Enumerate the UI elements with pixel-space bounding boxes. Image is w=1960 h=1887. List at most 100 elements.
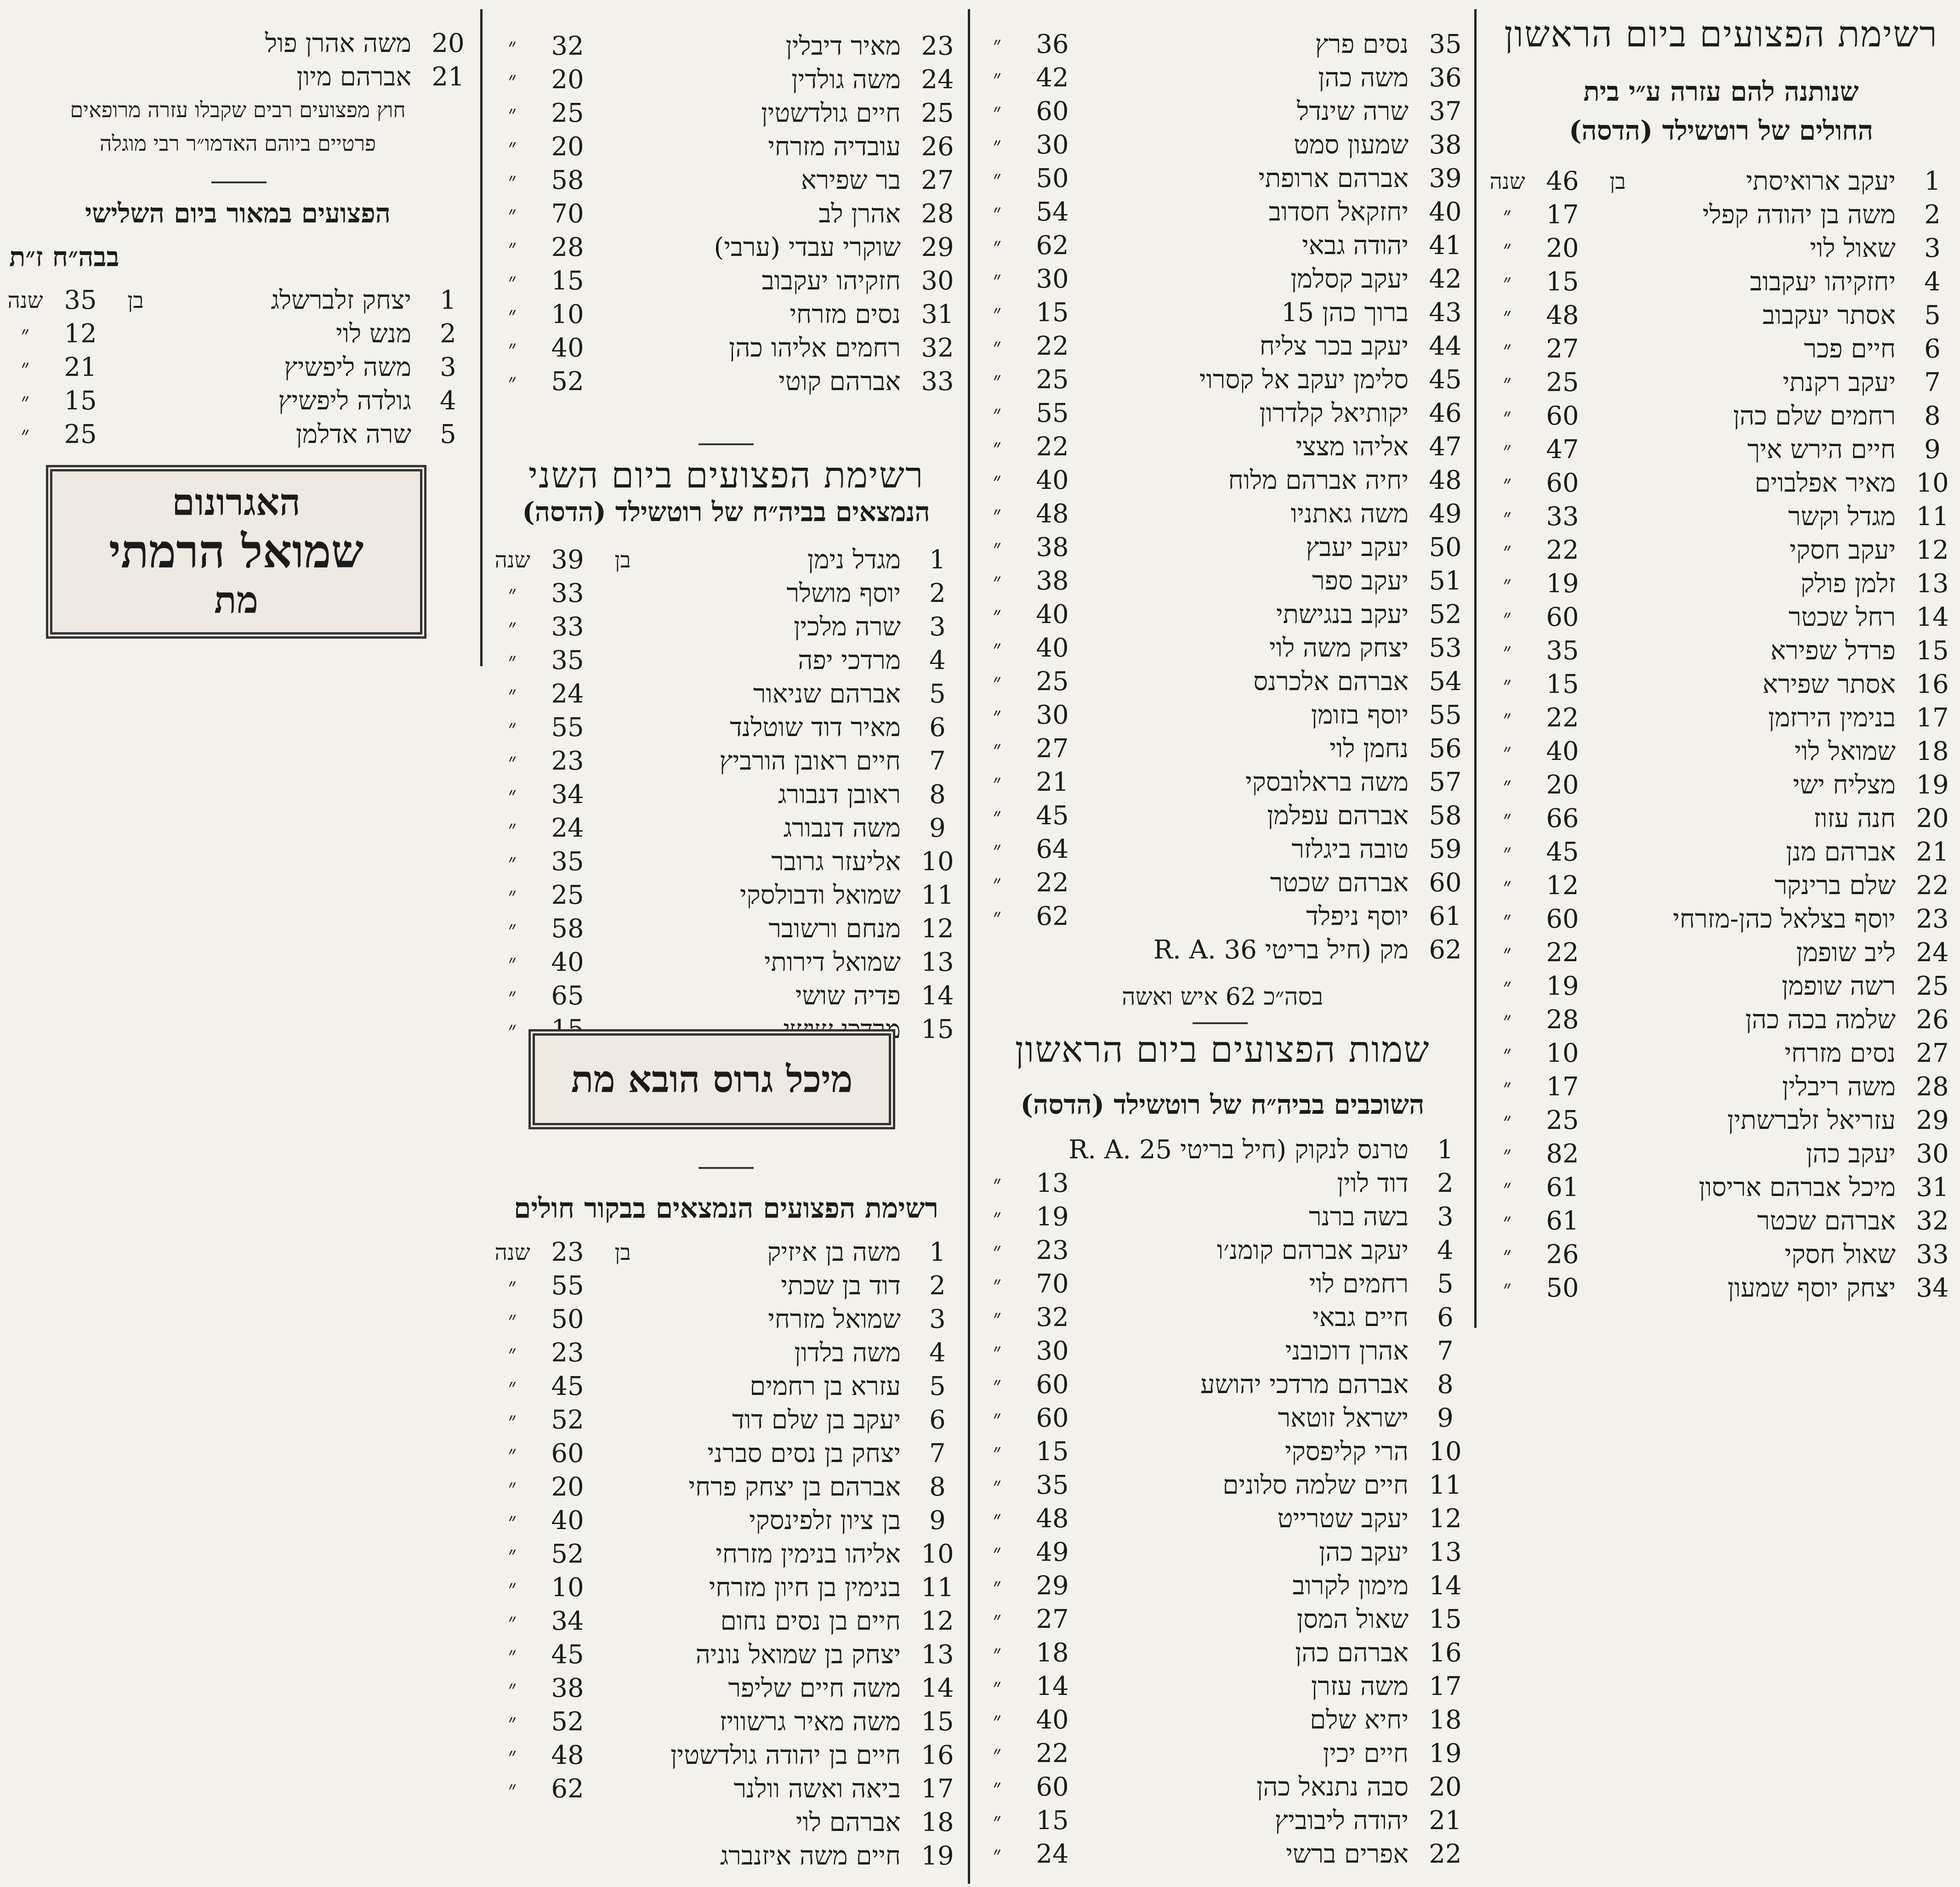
ditto-mark: ״ [993,1304,1002,1331]
person-name: יוסף בצלאל כהן-מזרחי [1673,904,1896,934]
list-item: 3 שרה מלכין 33 ״ [487,610,965,644]
person-name: יעקב אברהם קומנ׳ו [1216,1235,1409,1265]
wounded-list: 35 נסים פרץ 36 ״ 36 משה כהן 42 ״ 37 שרה שינדל 60 ״ 3… [972,28,1473,967]
ditto-mark: ״ [508,234,517,261]
person-name: זלמן פולק [1801,569,1896,599]
person-name: פדיה שושי [795,981,901,1011]
ditto-mark: ״ [508,1440,517,1467]
age: 39 [551,545,584,575]
person-name: אברהם מרדכי יהושע [1200,1370,1409,1400]
person-name: נסים מזרחי [1784,1038,1896,1068]
row-number: 10 [1429,1437,1462,1467]
ditto-mark: ״ [1503,571,1512,597]
ditto-mark: ״ [993,1606,1002,1632]
age: 60 [551,1439,584,1468]
ditto-mark: ״ [993,1170,1002,1196]
row-number: 20 [432,28,465,58]
ditto-mark: ״ [508,1675,517,1701]
row-number: 54 [1429,667,1462,697]
age: 20 [551,132,584,162]
list-item: 32 אברהם שכטר 61 ״ [1482,1204,1960,1238]
list-item: 51 יעקב ספר 38 ״ [972,564,1473,598]
row-number: 6 [1437,1303,1454,1332]
ditto-mark: ״ [508,301,517,328]
row-number: 30 [1916,1139,1949,1169]
person-name: רחמים שלם כהן [1733,401,1896,431]
age: 15 [551,266,584,296]
list-item: 32 רחמים אליהו כהן 40 ״ [487,331,965,365]
row-number: 47 [1429,432,1462,462]
label-ben: בן [614,547,631,573]
row-number: 16 [1916,669,1949,699]
ditto-mark: ״ [993,132,1002,158]
row-number: 3 [929,612,946,642]
row-number: 5 [929,679,946,709]
person-name: יעקב כהן [1806,1139,1896,1169]
row-number: 16 [1429,1638,1462,1668]
list-item: 7 יצחק בן נסים סברני 60 ״ [487,1437,965,1470]
person-name: יעקב כהן [1319,1537,1409,1567]
person-name: יעקב בן שלם דוד [732,1405,901,1435]
person-name: ראובן דנבורג [778,780,901,810]
person-name: יחזקיהו יעקבוב [1750,267,1896,297]
row-number: 15 [921,1014,954,1044]
list-item: 38 שמעון סמט 30 ״ [972,128,1473,162]
ditto-mark: ״ [508,647,517,674]
age: 36 [1036,29,1069,59]
row-number: 6 [929,713,946,742]
ditto-mark: ״ [508,782,517,808]
list-item: 18 שמואל לוי 40 ״ [1482,735,1960,768]
age: 40 [1036,600,1069,629]
row-number: 46 [1429,398,1462,428]
ditto-mark: ״ [508,201,517,227]
age: 40 [551,333,584,363]
row-number: 22 [1916,871,1949,901]
age: 40 [1036,1705,1069,1735]
row-number: 18 [1916,737,1949,766]
row-number: 17 [921,1774,954,1804]
age: 45 [1036,801,1069,831]
age: 22 [1036,432,1069,462]
person-name: מצליח ישי [1793,770,1896,800]
row-number: 3 [1924,233,1941,263]
age: 26 [1546,1240,1579,1269]
age: 28 [551,232,584,262]
age: 10 [551,300,584,329]
ditto-mark: ״ [1503,336,1512,362]
row-number: 12 [1916,535,1949,565]
ditto-mark: ״ [1503,638,1512,664]
list-item: 9 חיים הירש איך 47 ״ [1482,433,1960,466]
notice-box: האגרונום שמואל הרמתי מת [46,465,426,639]
list-item: 1 מגדל נימן בן 39 שנה [487,543,965,577]
row-number: 12 [1429,1504,1462,1534]
person-name: יוסף ניפלד [1306,901,1409,931]
ditto-mark: ״ [993,669,1002,695]
row-number: 3 [440,352,456,382]
row-number: 41 [1429,231,1462,261]
ditto-mark: ״ [1503,436,1512,463]
list-item: 5 עזרא בן רחמים 45 ״ [487,1370,965,1403]
list-item: 1 משה בן איזיק בן 23 שנה [487,1235,965,1269]
list-item: 5 אסתר יעקבוב 48 ״ [1482,299,1960,332]
label-shana: שנה [1489,168,1525,194]
ditto-mark: ״ [508,1016,517,1043]
age: 55 [1036,398,1069,428]
row-number: 58 [1429,801,1462,831]
row-number: 11 [1429,1470,1462,1500]
list-item: 19 חיים משה איזנברג [487,1839,965,1873]
row-number: 5 [1924,300,1941,330]
person-name: משה כהן [1318,63,1409,93]
ditto-mark: ״ [993,1506,1002,1532]
row-number: 17 [1916,703,1949,733]
row-number: 4 [929,1338,946,1368]
notice-text: מיכל גרוס הובא מת [571,1058,853,1101]
person-name: שרה מלכין [794,612,901,642]
age: 60 [1546,602,1579,632]
list-item: 20 סבה נתנאל כהן 60 ״ [972,1770,1473,1804]
list-item: 4 יחזקיהו יעקבוב 15 ״ [1482,265,1960,299]
age: 25 [551,98,584,128]
age: 33 [1546,502,1579,532]
person-name: משה חיים שליפר [728,1673,901,1703]
age: 30 [1036,264,1069,294]
notice-box: מיכל גרוס הובא מת [528,1029,895,1129]
